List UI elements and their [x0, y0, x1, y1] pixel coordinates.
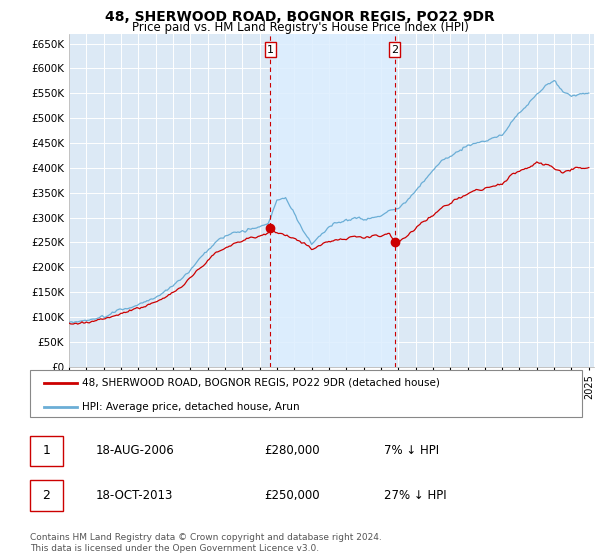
Text: 2: 2	[43, 489, 50, 502]
Text: £280,000: £280,000	[264, 444, 320, 458]
FancyBboxPatch shape	[30, 370, 582, 417]
Text: 48, SHERWOOD ROAD, BOGNOR REGIS, PO22 9DR (detached house): 48, SHERWOOD ROAD, BOGNOR REGIS, PO22 9D…	[82, 378, 440, 388]
Text: 18-OCT-2013: 18-OCT-2013	[96, 489, 173, 502]
Text: 1: 1	[43, 444, 50, 458]
Text: 48, SHERWOOD ROAD, BOGNOR REGIS, PO22 9DR: 48, SHERWOOD ROAD, BOGNOR REGIS, PO22 9D…	[105, 10, 495, 24]
Text: Price paid vs. HM Land Registry's House Price Index (HPI): Price paid vs. HM Land Registry's House …	[131, 21, 469, 34]
Text: 2: 2	[391, 45, 398, 54]
Text: 27% ↓ HPI: 27% ↓ HPI	[384, 489, 446, 502]
Text: Contains HM Land Registry data © Crown copyright and database right 2024.
This d: Contains HM Land Registry data © Crown c…	[30, 533, 382, 553]
Text: 1: 1	[267, 45, 274, 54]
Text: 7% ↓ HPI: 7% ↓ HPI	[384, 444, 439, 458]
Bar	[271, 34, 395, 367]
Text: HPI: Average price, detached house, Arun: HPI: Average price, detached house, Arun	[82, 402, 300, 412]
Text: £250,000: £250,000	[264, 489, 320, 502]
Text: 18-AUG-2006: 18-AUG-2006	[96, 444, 175, 458]
